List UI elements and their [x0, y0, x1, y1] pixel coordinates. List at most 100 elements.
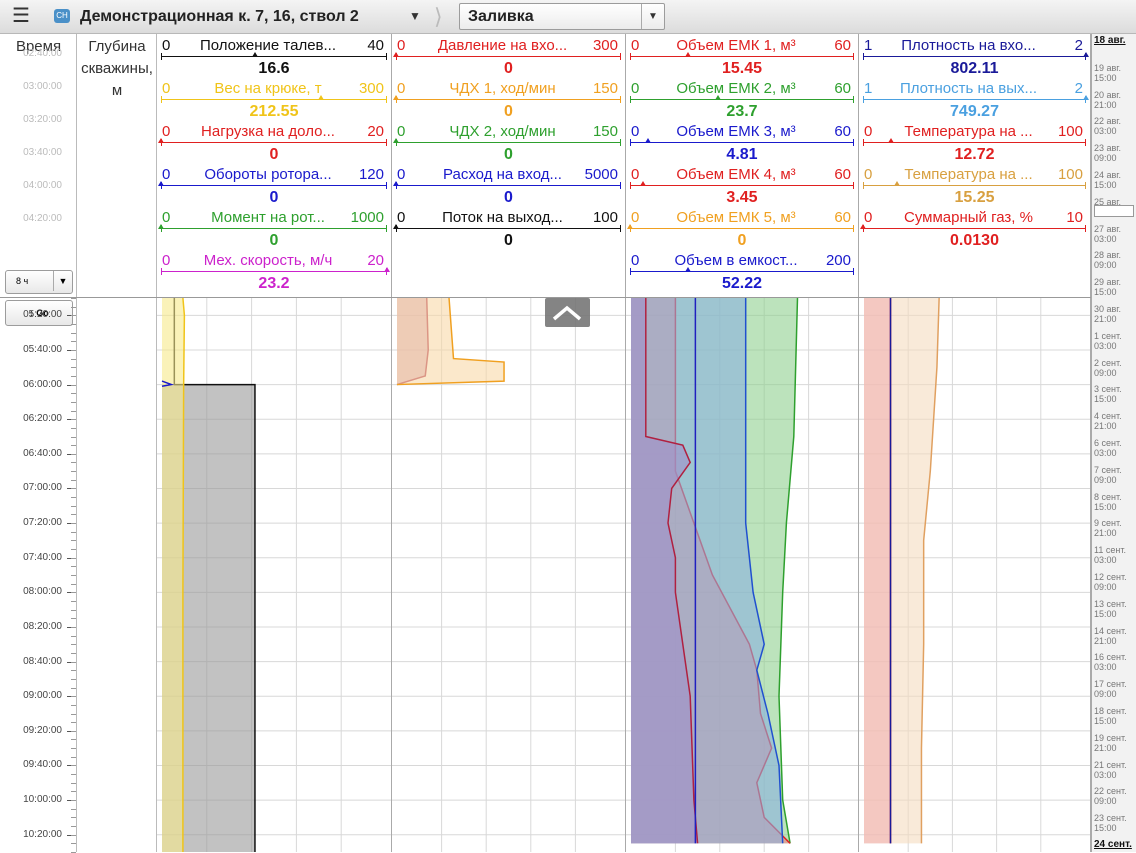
param-header[interactable]: 0 Объем ЕМК 5, м³ 60 0	[626, 206, 858, 249]
time-minor-tick	[71, 826, 76, 828]
date-strip-item[interactable]: 28 авг. 09:00	[1094, 250, 1121, 270]
date-strip-item[interactable]: 24 сент.	[1094, 840, 1132, 850]
param-name: Плотность на вхо...	[901, 37, 1036, 54]
date-strip-item[interactable]: 6 сент. 03:00	[1094, 438, 1122, 458]
param-header[interactable]: 0 ЧДХ 2, ход/мин 150 0	[392, 120, 625, 163]
param-header[interactable]: 0 ЧДХ 1, ход/мин 150 0	[392, 77, 625, 120]
param-header[interactable]: 0 Поток на выход... 100 0	[392, 206, 625, 249]
date-strip-item[interactable]: 23 сент. 15:00	[1094, 813, 1127, 833]
series-line[interactable]	[744, 298, 784, 844]
chevron-down-icon[interactable]: ▼	[53, 271, 72, 291]
time-minor-tick	[71, 523, 76, 525]
param-header[interactable]: 0 Объем в емкост... 200 52.22	[626, 249, 858, 292]
date-label: 29 авг.	[1094, 277, 1121, 288]
collapse-header-button[interactable]	[545, 298, 590, 327]
param-value: 0	[269, 232, 279, 249]
track-plot[interactable]	[859, 298, 1090, 852]
param-header[interactable]: 0 Объем ЕМК 2, м³ 60 23.7	[626, 77, 858, 120]
time-minor-tick	[71, 600, 76, 602]
date-strip-item[interactable]: 23 авг. 09:00	[1094, 143, 1121, 163]
faded-time-tick-label: 03:40:00	[23, 147, 62, 158]
param-max: 5000	[584, 166, 618, 183]
param-header[interactable]: 1 Плотность на вхо... 2 802.11	[859, 34, 1090, 77]
param-header[interactable]: 0 Расход на вход... 5000 0	[392, 163, 625, 206]
date-label: 23 авг.	[1094, 143, 1121, 154]
date-strip-item[interactable]: 27 авг. 03:00	[1094, 224, 1121, 244]
param-header[interactable]: 0 Положение талев... 40 16.6	[157, 34, 391, 77]
param-header[interactable]: 0 Объем ЕМК 3, м³ 60 4.81	[626, 120, 858, 163]
date-time-label: 09:00	[1094, 582, 1117, 592]
breadcrumb-separator-icon: ⟩	[434, 4, 443, 29]
param-name: Обороты ротора...	[204, 166, 332, 183]
param-header[interactable]: 0 Давление на вхо... 300 0	[392, 34, 625, 77]
date-strip-item[interactable]: 29 авг. 15:00	[1094, 277, 1121, 297]
stage-select[interactable]: Заливка ▼	[459, 3, 665, 30]
date-strip-item[interactable]: 3 сент. 15:00	[1094, 384, 1122, 404]
date-strip-item[interactable]: 14 сент. 21:00	[1094, 626, 1127, 646]
date-strip-item[interactable]: 12 сент. 09:00	[1094, 572, 1127, 592]
param-header[interactable]: 0 Обороты ротора... 120 0	[157, 163, 391, 206]
series-line[interactable]	[920, 298, 940, 844]
param-min: 0	[631, 80, 640, 97]
param-header[interactable]: 0 Объем ЕМК 1, м³ 60 15.45	[626, 34, 858, 77]
date-strip-item[interactable]: 19 авг. 15:00	[1094, 63, 1121, 83]
time-minor-tick	[71, 722, 76, 724]
date-strip-item[interactable]: 20 авг. 21:00	[1094, 90, 1121, 110]
date-time-label: 21:00	[1094, 742, 1117, 753]
series-line[interactable]	[778, 298, 799, 844]
date-label: 24 сент.	[1094, 839, 1132, 850]
param-header[interactable]: 0 Температура на ... 100 12.72	[859, 120, 1090, 163]
track-plot[interactable]	[392, 298, 625, 852]
date-strip-item[interactable]: 18 авг.	[1094, 36, 1126, 46]
zoom-select[interactable]: 8 ч ▼	[5, 270, 73, 294]
date-strip-item[interactable]: 7 сент. 09:00	[1094, 465, 1122, 485]
date-strip-item[interactable]: 9 сент. 21:00	[1094, 518, 1122, 538]
date-range-handle[interactable]	[1094, 205, 1134, 217]
param-header[interactable]: 0 Температура на ... 100 15.25	[859, 163, 1090, 206]
series-line[interactable]	[645, 298, 699, 844]
param-max: 1000	[350, 209, 384, 226]
time-minor-tick	[71, 557, 76, 559]
param-value-marker	[384, 267, 390, 272]
date-strip-item[interactable]: 4 сент. 21:00	[1094, 411, 1122, 431]
date-strip-item[interactable]: 1 сент. 03:00	[1094, 331, 1122, 351]
date-strip-item[interactable]: 24 авг. 15:00	[1094, 170, 1121, 190]
param-header[interactable]: 0 Суммарный газ, % 10 0.0130	[859, 206, 1090, 249]
date-strip-item[interactable]: 22 авг. 03:00	[1094, 116, 1121, 136]
faded-time-tick-label: 03:00:00	[23, 81, 62, 92]
date-strip-item[interactable]: 8 сент. 15:00	[1094, 492, 1122, 512]
menu-icon[interactable]: ☰	[12, 5, 30, 27]
series-line[interactable]	[182, 298, 186, 852]
date-strip-item[interactable]: 11 сент. 03:00	[1094, 545, 1126, 565]
date-time-label: 15:00	[1094, 72, 1117, 83]
track-plot[interactable]	[157, 298, 391, 852]
date-strip-item[interactable]: 16 сент. 03:00	[1094, 652, 1127, 672]
date-strip-item[interactable]: 13 сент. 15:00	[1094, 599, 1127, 619]
date-strip-item[interactable]: 19 сент. 21:00	[1094, 733, 1127, 753]
series-line[interactable]	[161, 380, 175, 388]
param-header[interactable]: 1 Плотность на вых... 2 749.27	[859, 77, 1090, 120]
param-header[interactable]: 0 Момент на рот... 1000 0	[157, 206, 391, 249]
well-title[interactable]: Демонстрационная к. 7, 16, ствол 2	[80, 8, 359, 25]
date-strip-item[interactable]: 2 сент. 09:00	[1094, 358, 1122, 378]
chevron-down-icon[interactable]: ▼	[641, 4, 664, 29]
track-plot[interactable]	[626, 298, 858, 852]
go-button[interactable]: ↕ Go	[5, 300, 73, 326]
date-strip-item[interactable]: 18 сент. 15:00	[1094, 706, 1127, 726]
date-strip-item[interactable]: 22 сент. 09:00	[1094, 786, 1127, 806]
date-label: 12 сент.	[1094, 572, 1127, 582]
date-strip-item[interactable]: 30 авг. 21:00	[1094, 304, 1121, 324]
param-max: 40	[367, 37, 384, 54]
date-strip-item[interactable]: 21 сент. 03:00	[1094, 760, 1127, 780]
date-strip-item[interactable]: 17 сент. 09:00	[1094, 679, 1127, 699]
param-header[interactable]: 0 Нагрузка на доло... 20 0	[157, 120, 391, 163]
param-header[interactable]: 0 Вес на крюке, т 300 212.55	[157, 77, 391, 120]
param-header[interactable]: 0 Объем ЕМК 4, м³ 60 3.45	[626, 163, 858, 206]
series-line[interactable]	[396, 298, 505, 386]
param-scale-line	[863, 182, 1086, 189]
date-navigator[interactable]: 18 авг. 19 авг. 15:00 20 авг. 21:00 22 авг. 03…	[1091, 34, 1136, 852]
param-scale-line	[161, 225, 387, 232]
chevron-down-icon[interactable]: ▼	[409, 9, 421, 23]
param-header[interactable]: 0 Мех. скорость, м/ч 20 23.2	[157, 249, 391, 292]
param-max: 2	[1074, 37, 1083, 54]
